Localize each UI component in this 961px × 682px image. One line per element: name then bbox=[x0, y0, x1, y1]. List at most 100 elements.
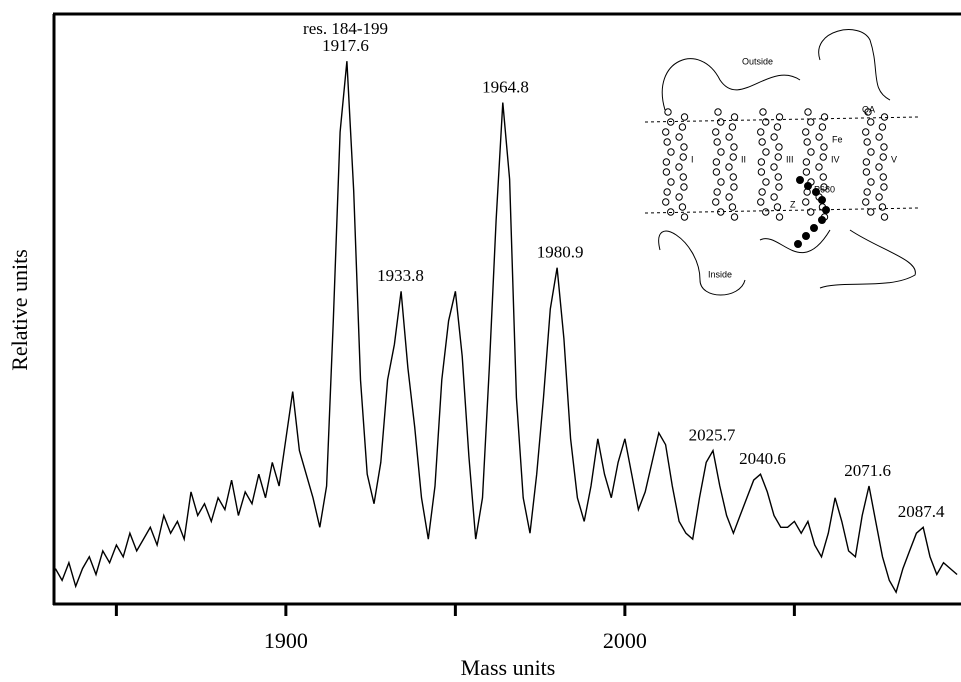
residue bbox=[680, 213, 689, 221]
residue bbox=[770, 163, 778, 171]
residue bbox=[864, 108, 872, 116]
residue bbox=[875, 163, 883, 171]
residue bbox=[875, 193, 883, 201]
residue bbox=[880, 143, 888, 151]
residue bbox=[667, 208, 675, 216]
residue bbox=[729, 173, 737, 181]
residue bbox=[819, 153, 827, 161]
residue bbox=[714, 108, 722, 116]
residue bbox=[862, 128, 870, 136]
residue bbox=[880, 213, 889, 221]
residue bbox=[757, 198, 765, 206]
residue bbox=[773, 203, 782, 211]
residue bbox=[820, 143, 828, 151]
residue bbox=[713, 138, 721, 146]
residue bbox=[757, 128, 765, 136]
residue bbox=[804, 108, 812, 116]
residue bbox=[802, 128, 810, 136]
residue bbox=[879, 173, 887, 181]
residue-filled bbox=[822, 206, 830, 214]
residue bbox=[879, 153, 887, 161]
residue bbox=[675, 193, 683, 201]
residue bbox=[712, 158, 721, 166]
residue bbox=[678, 203, 687, 211]
peak-label: 1964.8 bbox=[482, 77, 529, 96]
residue bbox=[867, 208, 875, 216]
helix-label: IV bbox=[831, 154, 840, 164]
residue bbox=[717, 178, 725, 186]
residue-filled bbox=[796, 176, 804, 184]
residue bbox=[713, 188, 721, 196]
helix-label: I bbox=[691, 154, 694, 164]
residue-filled bbox=[812, 188, 820, 196]
residue bbox=[725, 193, 733, 201]
peak-label: 2087.4 bbox=[898, 502, 945, 521]
residue bbox=[878, 123, 887, 131]
peak-note: res. 184-199 bbox=[303, 19, 388, 38]
residue bbox=[867, 148, 875, 156]
residue bbox=[757, 158, 766, 166]
residue bbox=[725, 163, 733, 171]
residue-filled bbox=[802, 232, 810, 240]
residue bbox=[712, 168, 721, 176]
residue bbox=[820, 183, 828, 191]
residue bbox=[717, 148, 725, 156]
peak-label: 2025.7 bbox=[689, 426, 736, 445]
residue bbox=[820, 113, 829, 121]
residue bbox=[863, 138, 871, 146]
residue bbox=[757, 168, 766, 176]
spectrum-line bbox=[54, 61, 958, 594]
residue bbox=[807, 148, 815, 156]
inset-label: Outside bbox=[742, 56, 773, 66]
residue bbox=[730, 183, 738, 191]
y-axis-label: Relative units bbox=[7, 249, 32, 371]
residue bbox=[880, 113, 889, 121]
membrane-line bbox=[644, 207, 919, 214]
residue bbox=[663, 188, 671, 196]
residue bbox=[875, 133, 883, 141]
residue bbox=[819, 173, 827, 181]
residue bbox=[725, 133, 733, 141]
residue-filled bbox=[794, 240, 802, 248]
peak-label: 1980.9 bbox=[537, 243, 584, 262]
peak-label: 2071.6 bbox=[844, 461, 891, 480]
residue bbox=[862, 198, 870, 206]
residue bbox=[728, 203, 737, 211]
residue bbox=[770, 193, 778, 201]
residue bbox=[815, 133, 823, 141]
residue bbox=[662, 128, 670, 136]
helix-label: V bbox=[891, 154, 897, 164]
inset-label: Inside bbox=[708, 269, 732, 279]
residue-filled bbox=[818, 216, 826, 224]
loop bbox=[658, 29, 916, 296]
residue bbox=[775, 113, 784, 121]
helix-label: II bbox=[741, 154, 746, 164]
residue bbox=[775, 183, 783, 191]
inset-label: Z bbox=[790, 199, 796, 209]
residue bbox=[680, 143, 688, 151]
residue bbox=[802, 168, 811, 176]
residue bbox=[679, 153, 687, 161]
residue bbox=[774, 173, 782, 181]
residue bbox=[663, 138, 671, 146]
residue bbox=[863, 188, 871, 196]
residue bbox=[730, 213, 739, 221]
inset-diagram: Outside Inside Fe P680 QA Z I II III IV V bbox=[644, 29, 919, 296]
residue bbox=[675, 163, 683, 171]
residue bbox=[762, 178, 770, 186]
residue bbox=[867, 178, 875, 186]
residue bbox=[729, 153, 737, 161]
residue bbox=[758, 138, 766, 146]
x-axis-label: Mass units bbox=[461, 655, 556, 680]
residue bbox=[758, 188, 766, 196]
residue bbox=[762, 118, 770, 126]
inset-label: QA bbox=[862, 104, 875, 114]
inset-label: Fe bbox=[832, 134, 843, 144]
x-tick-label: 1900 bbox=[264, 628, 308, 653]
residue bbox=[862, 168, 871, 176]
helix-label: III bbox=[786, 154, 794, 164]
residue bbox=[667, 118, 675, 126]
residue bbox=[802, 158, 811, 166]
